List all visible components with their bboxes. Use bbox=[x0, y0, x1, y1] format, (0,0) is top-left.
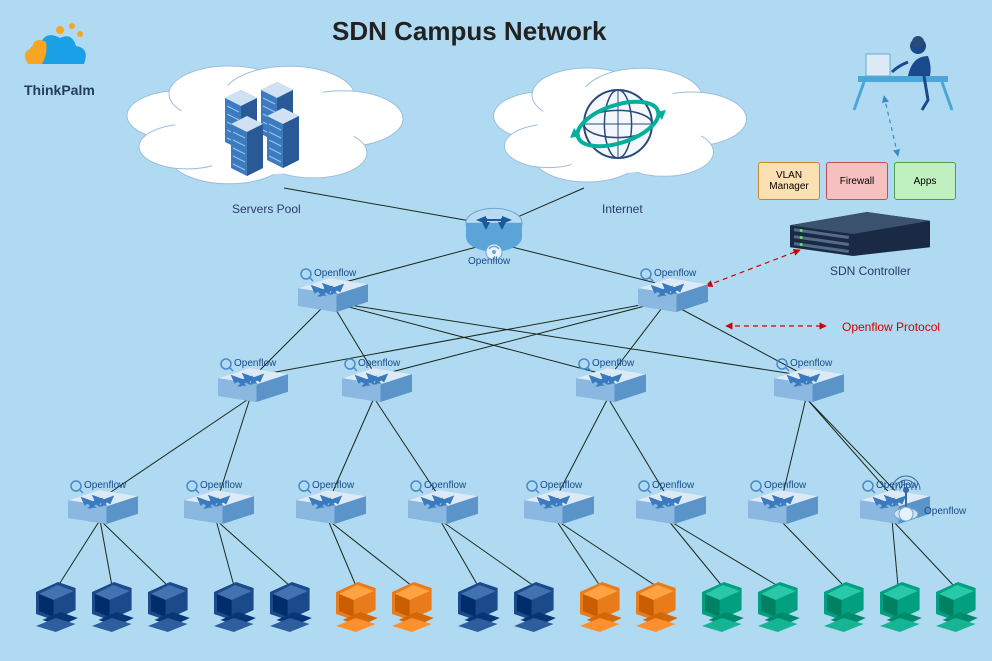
switch-label: Openflow bbox=[652, 480, 694, 491]
switch-label: Openflow bbox=[358, 358, 400, 369]
switch-label: Openflow bbox=[200, 480, 242, 491]
switch-label: Openflow bbox=[234, 358, 276, 369]
switch-label: Openflow bbox=[424, 480, 466, 491]
switch-label: Openflow bbox=[876, 480, 918, 491]
switch-label: Openflow bbox=[540, 480, 582, 491]
openflow-protocol-label: Openflow Protocol bbox=[842, 320, 940, 334]
logo-text: ThinkPalm bbox=[24, 82, 95, 98]
switch-label: Openflow bbox=[790, 358, 832, 369]
cloud-label-internet: Internet bbox=[602, 202, 643, 216]
switch-label: Openflow bbox=[314, 268, 356, 279]
switch-label: Openflow bbox=[312, 480, 354, 491]
switch-label: Openflow bbox=[84, 480, 126, 491]
switch-label: Openflow bbox=[654, 268, 696, 279]
diagram-canvas: SDN Campus Network ThinkPalm Openflow Pr… bbox=[0, 0, 992, 661]
switch-label: Openflow bbox=[592, 358, 634, 369]
diagram-title: SDN Campus Network bbox=[332, 16, 607, 47]
app-box: Apps bbox=[894, 162, 956, 200]
switch-label: Openflow bbox=[764, 480, 806, 491]
app-box: VLAN Manager bbox=[758, 162, 820, 200]
router-label: Openflow bbox=[468, 256, 510, 267]
sdn-controller-label: SDN Controller bbox=[830, 264, 911, 278]
app-box: Firewall bbox=[826, 162, 888, 200]
ap-label: Openflow bbox=[924, 506, 966, 517]
cloud-label-servers: Servers Pool bbox=[232, 202, 301, 216]
